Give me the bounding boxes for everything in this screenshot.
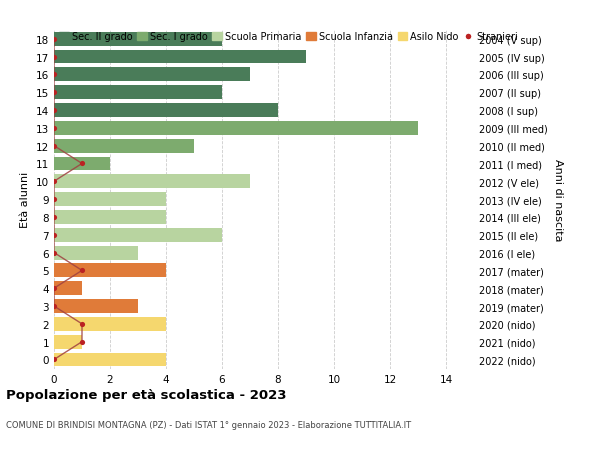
Legend: Sec. II grado, Sec. I grado, Scuola Primaria, Scuola Infanzia, Asilo Nido, Stran: Sec. II grado, Sec. I grado, Scuola Prim… [59, 33, 518, 42]
Point [49, 356, 59, 364]
Point [49, 285, 59, 292]
Bar [54, 50, 306, 64]
Bar [54, 264, 166, 278]
Point [77, 267, 87, 274]
Point [49, 36, 59, 43]
Point [49, 231, 59, 239]
Point [49, 90, 59, 97]
Bar [54, 211, 166, 224]
Point [49, 143, 59, 150]
Bar [54, 86, 222, 100]
Bar [54, 68, 250, 82]
Bar [54, 335, 82, 349]
Bar [54, 157, 110, 171]
Point [49, 302, 59, 310]
Bar [54, 193, 166, 207]
Point [49, 107, 59, 114]
Point [77, 338, 87, 346]
Point [49, 178, 59, 185]
Bar [54, 299, 138, 313]
Bar [54, 317, 166, 331]
Point [49, 214, 59, 221]
Bar [54, 175, 250, 189]
Point [49, 249, 59, 257]
Bar [54, 104, 278, 118]
Text: COMUNE DI BRINDISI MONTAGNA (PZ) - Dati ISTAT 1° gennaio 2023 - Elaborazione TUT: COMUNE DI BRINDISI MONTAGNA (PZ) - Dati … [6, 420, 411, 429]
Point [77, 161, 87, 168]
Bar [54, 282, 82, 296]
Bar [54, 140, 194, 153]
Y-axis label: Età alunni: Età alunni [20, 172, 31, 228]
Point [49, 196, 59, 203]
Text: Popolazione per età scolastica - 2023: Popolazione per età scolastica - 2023 [6, 388, 287, 401]
Bar [54, 353, 166, 367]
Point [49, 72, 59, 79]
Point [77, 320, 87, 328]
Bar [54, 228, 222, 242]
Point [49, 54, 59, 61]
Bar [54, 122, 418, 135]
Bar [54, 33, 222, 46]
Point [49, 125, 59, 132]
Bar [54, 246, 138, 260]
Y-axis label: Anni di nascita: Anni di nascita [553, 158, 563, 241]
